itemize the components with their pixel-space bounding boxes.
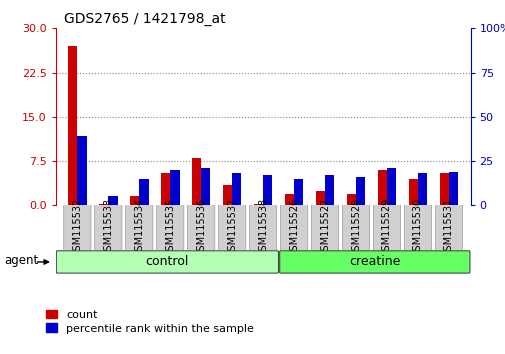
Text: GSM115533: GSM115533 — [103, 198, 113, 257]
Text: GSM115531: GSM115531 — [443, 198, 453, 257]
Text: GSM115527: GSM115527 — [320, 198, 329, 257]
Text: GSM115532: GSM115532 — [72, 198, 82, 257]
FancyBboxPatch shape — [125, 204, 153, 251]
Bar — [356, 177, 365, 205]
Legend: count, percentile rank within the sample: count, percentile rank within the sample — [46, 310, 254, 333]
Text: GSM115534: GSM115534 — [134, 198, 144, 257]
Bar — [284, 194, 293, 205]
Text: agent: agent — [5, 254, 38, 267]
Bar — [201, 168, 210, 205]
Bar — [170, 170, 179, 205]
FancyBboxPatch shape — [311, 204, 338, 251]
FancyBboxPatch shape — [279, 251, 469, 273]
Text: GSM115526: GSM115526 — [288, 198, 298, 257]
Bar — [68, 46, 77, 205]
Bar — [263, 175, 272, 205]
FancyBboxPatch shape — [187, 204, 215, 251]
Bar — [139, 179, 148, 205]
Bar — [191, 158, 201, 205]
FancyBboxPatch shape — [280, 204, 307, 251]
FancyBboxPatch shape — [342, 204, 369, 251]
Bar — [386, 168, 395, 205]
Bar — [315, 190, 324, 205]
Bar — [232, 173, 241, 205]
Text: GSM115537: GSM115537 — [227, 198, 237, 257]
Bar — [254, 204, 263, 205]
Text: creatine: creatine — [348, 256, 400, 268]
FancyBboxPatch shape — [94, 204, 122, 251]
Bar — [448, 172, 458, 205]
Text: GSM115529: GSM115529 — [381, 198, 391, 257]
Bar — [439, 173, 448, 205]
Bar — [77, 136, 86, 205]
Text: GSM115538: GSM115538 — [258, 198, 268, 257]
FancyBboxPatch shape — [373, 204, 400, 251]
Bar — [377, 170, 386, 205]
Bar — [408, 179, 417, 205]
FancyBboxPatch shape — [56, 251, 278, 273]
Text: GDS2765 / 1421798_at: GDS2765 / 1421798_at — [64, 12, 225, 26]
FancyBboxPatch shape — [249, 204, 276, 251]
FancyBboxPatch shape — [218, 204, 245, 251]
Bar — [130, 196, 139, 205]
Bar — [324, 175, 334, 205]
Text: GSM115535: GSM115535 — [165, 198, 175, 257]
Text: GSM115528: GSM115528 — [350, 198, 360, 257]
FancyBboxPatch shape — [434, 204, 462, 251]
Bar — [293, 179, 303, 205]
FancyBboxPatch shape — [403, 204, 431, 251]
Text: GSM115536: GSM115536 — [196, 198, 206, 257]
Text: GSM115530: GSM115530 — [412, 198, 422, 257]
Bar — [417, 173, 426, 205]
Text: control: control — [145, 256, 189, 268]
Bar — [222, 185, 232, 205]
FancyBboxPatch shape — [64, 204, 91, 251]
Bar — [99, 204, 108, 205]
FancyBboxPatch shape — [156, 204, 183, 251]
Bar — [161, 173, 170, 205]
Bar — [346, 194, 356, 205]
Bar — [108, 196, 117, 205]
